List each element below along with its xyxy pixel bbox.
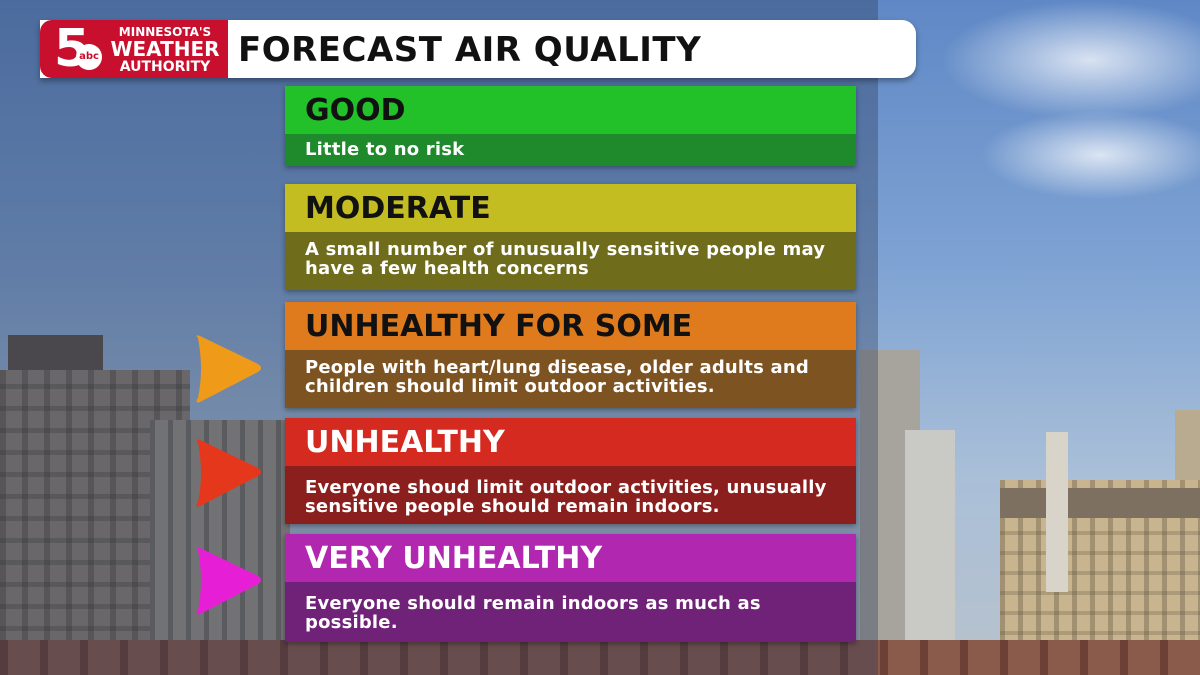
category-name: UNHEALTHY xyxy=(285,418,856,466)
building-tower xyxy=(905,430,955,675)
pointer-arrow-icon xyxy=(196,547,261,615)
cloud xyxy=(980,110,1200,200)
chimney xyxy=(1046,432,1068,592)
water-tower xyxy=(8,335,103,375)
category-name: GOOD xyxy=(285,86,856,134)
category-name: VERY UNHEALTHY xyxy=(285,534,856,582)
building-left-2 xyxy=(150,420,290,675)
category-unhealthy: UNHEALTHY Everyone shoud limit outdoor a… xyxy=(285,418,856,524)
cloud xyxy=(940,0,1200,120)
page-title: FORECAST AIR QUALITY xyxy=(238,30,702,70)
category-name: MODERATE xyxy=(285,184,856,232)
pointer-arrow-very-unhealthy xyxy=(196,547,261,615)
category-good: GOOD Little to no risk xyxy=(285,86,856,166)
pointer-arrow-unhealthy xyxy=(196,439,261,507)
abc-logo-icon: abc xyxy=(76,44,102,70)
category-description: Everyone shoud limit outdoor activities,… xyxy=(285,466,856,524)
category-description: Little to no risk xyxy=(285,134,856,166)
pointer-arrow-icon xyxy=(196,439,261,507)
category-unhealthy-for-some: UNHEALTHY FOR SOME People with heart/lun… xyxy=(285,302,856,408)
mill-roof xyxy=(1000,488,1200,518)
category-name: UNHEALTHY FOR SOME xyxy=(285,302,856,350)
category-description: People with heart/lung disease, older ad… xyxy=(285,350,856,408)
logo-line-2: WEATHER xyxy=(110,37,220,61)
category-moderate: MODERATE A small number of unusually sen… xyxy=(285,184,856,290)
category-very-unhealthy: VERY UNHEALTHY Everyone should remain in… xyxy=(285,534,856,642)
category-description: Everyone should remain indoors as much a… xyxy=(285,582,856,642)
logo-text: MINNESOTA'S WEATHER AUTHORITY xyxy=(106,24,224,74)
bridge-railing xyxy=(0,640,1200,675)
pointer-arrow-unhealthy-for-some xyxy=(196,335,261,403)
logo-line-3: AUTHORITY xyxy=(119,59,211,75)
pointer-arrow-icon xyxy=(196,335,261,403)
logo-line-1: MINNESOTA'S xyxy=(118,25,212,39)
category-description: A small number of unusually sensitive pe… xyxy=(285,232,856,290)
station-logo: 5 abc MINNESOTA'S WEATHER AUTHORITY xyxy=(40,20,228,78)
